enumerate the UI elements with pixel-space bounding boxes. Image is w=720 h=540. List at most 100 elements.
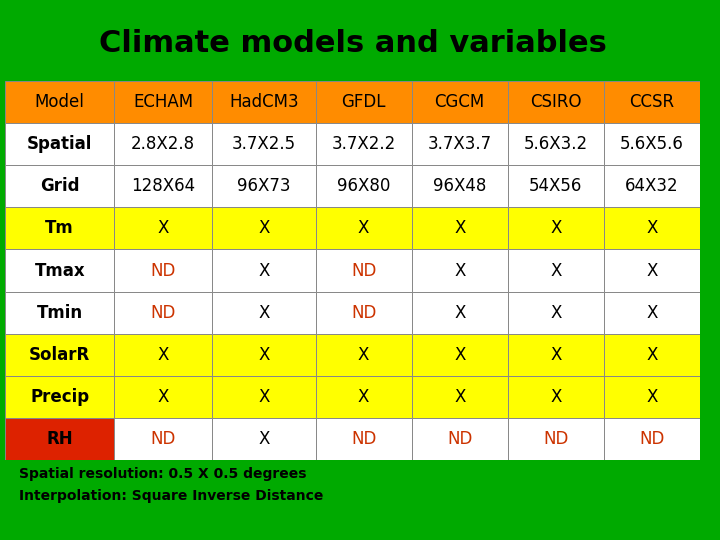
Bar: [5, 334, 114, 376]
Text: X: X: [550, 303, 562, 322]
Bar: [315, 81, 412, 123]
Text: ND: ND: [351, 303, 377, 322]
Bar: [212, 292, 315, 334]
Text: 3.7X3.7: 3.7X3.7: [428, 135, 492, 153]
Bar: [315, 249, 412, 292]
Bar: [508, 418, 604, 460]
Bar: [412, 81, 508, 123]
Bar: [315, 376, 412, 418]
Bar: [604, 123, 700, 165]
Text: HadCM3: HadCM3: [229, 93, 299, 111]
Bar: [5, 249, 114, 292]
Text: X: X: [647, 388, 657, 406]
Bar: [5, 418, 114, 460]
Bar: [315, 418, 412, 460]
Bar: [5, 207, 114, 249]
Text: Tm: Tm: [45, 219, 74, 238]
Text: RH: RH: [46, 430, 73, 448]
Bar: [604, 249, 700, 292]
Bar: [604, 418, 700, 460]
Bar: [5, 165, 114, 207]
Bar: [212, 418, 315, 460]
Bar: [604, 334, 700, 376]
Bar: [412, 292, 508, 334]
Text: 64X32: 64X32: [625, 177, 679, 195]
Bar: [114, 292, 212, 334]
Bar: [604, 207, 700, 249]
Text: 5.6X5.6: 5.6X5.6: [620, 135, 684, 153]
Bar: [508, 292, 604, 334]
Bar: [412, 165, 508, 207]
Bar: [508, 123, 604, 165]
Bar: [114, 376, 212, 418]
Text: Spatial: Spatial: [27, 135, 92, 153]
Text: X: X: [647, 219, 657, 238]
Text: X: X: [158, 346, 169, 364]
Bar: [5, 123, 114, 165]
Text: Interpolation: Square Inverse Distance: Interpolation: Square Inverse Distance: [19, 489, 323, 503]
Bar: [604, 292, 700, 334]
Text: ECHAM: ECHAM: [133, 93, 193, 111]
Bar: [604, 81, 700, 123]
Text: GFDL: GFDL: [341, 93, 386, 111]
Bar: [5, 81, 114, 123]
Bar: [315, 165, 412, 207]
Bar: [212, 249, 315, 292]
Bar: [412, 376, 508, 418]
Text: 128X64: 128X64: [131, 177, 195, 195]
Text: X: X: [550, 261, 562, 280]
Bar: [604, 165, 700, 207]
Text: Model: Model: [35, 93, 85, 111]
Text: 2.8X2.8: 2.8X2.8: [131, 135, 195, 153]
Bar: [212, 165, 315, 207]
Bar: [114, 81, 212, 123]
Text: X: X: [454, 261, 465, 280]
Text: SolarR: SolarR: [29, 346, 90, 364]
Text: X: X: [258, 430, 269, 448]
Text: CGCM: CGCM: [435, 93, 485, 111]
Text: ND: ND: [351, 261, 377, 280]
Text: X: X: [358, 219, 369, 238]
Bar: [412, 418, 508, 460]
Text: Tmin: Tmin: [37, 303, 83, 322]
Bar: [508, 81, 604, 123]
Text: 96X73: 96X73: [237, 177, 291, 195]
Text: Precip: Precip: [30, 388, 89, 406]
Text: X: X: [550, 219, 562, 238]
Text: CSIRO: CSIRO: [530, 93, 582, 111]
Text: ND: ND: [447, 430, 472, 448]
Bar: [315, 292, 412, 334]
Text: ND: ND: [543, 430, 569, 448]
Bar: [315, 207, 412, 249]
Text: ND: ND: [351, 430, 377, 448]
Text: 3.7X2.5: 3.7X2.5: [232, 135, 296, 153]
Bar: [114, 418, 212, 460]
Bar: [315, 334, 412, 376]
Text: 96X80: 96X80: [337, 177, 390, 195]
Text: ND: ND: [639, 430, 665, 448]
Bar: [412, 249, 508, 292]
Text: X: X: [358, 388, 369, 406]
Bar: [315, 123, 412, 165]
Text: X: X: [454, 219, 465, 238]
Text: X: X: [258, 303, 269, 322]
Bar: [114, 249, 212, 292]
Bar: [412, 334, 508, 376]
Text: X: X: [454, 346, 465, 364]
Bar: [508, 165, 604, 207]
Text: CCSR: CCSR: [629, 93, 675, 111]
Text: X: X: [158, 219, 169, 238]
Text: 5.6X3.2: 5.6X3.2: [523, 135, 588, 153]
Text: X: X: [158, 388, 169, 406]
Bar: [114, 207, 212, 249]
Bar: [212, 334, 315, 376]
Text: Tmax: Tmax: [35, 261, 85, 280]
Text: 96X48: 96X48: [433, 177, 487, 195]
Text: Climate models and variables: Climate models and variables: [99, 29, 606, 57]
Text: X: X: [258, 261, 269, 280]
Bar: [5, 292, 114, 334]
Text: X: X: [258, 346, 269, 364]
Bar: [508, 376, 604, 418]
Text: X: X: [550, 346, 562, 364]
Bar: [5, 376, 114, 418]
